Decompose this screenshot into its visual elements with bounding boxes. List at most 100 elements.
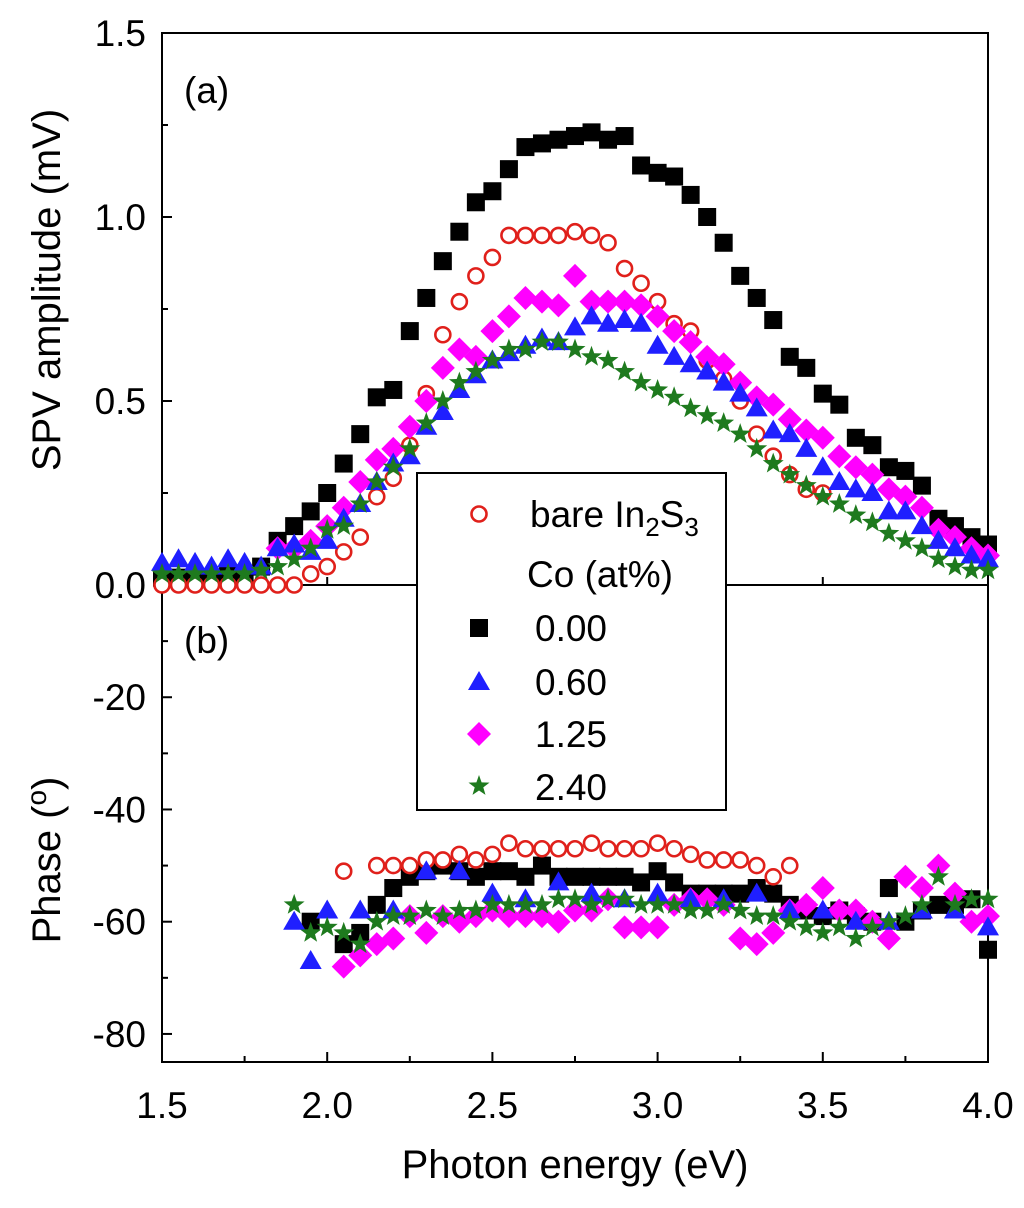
- data-point: [929, 895, 948, 914]
- data-point: [515, 338, 536, 359]
- data-point: [648, 834, 667, 852]
- data-point: [663, 386, 685, 407]
- y-tick-label-bottom: -80: [93, 1014, 146, 1055]
- series-a-1.25: [265, 263, 1000, 568]
- data-point: [533, 226, 551, 245]
- data-point: [483, 845, 502, 864]
- data-point: [450, 845, 469, 864]
- data-point: [662, 319, 687, 344]
- data-point: [612, 289, 637, 314]
- data-point: [533, 839, 551, 858]
- data-point: [364, 447, 389, 472]
- data-point: [434, 851, 452, 869]
- data-point: [450, 222, 469, 241]
- data-point: [579, 289, 604, 314]
- data-point: [747, 856, 766, 875]
- data-point: [564, 316, 586, 336]
- data-point: [483, 248, 502, 267]
- data-point: [151, 563, 173, 583]
- data-point: [845, 927, 867, 948]
- data-point: [597, 888, 619, 909]
- data-point: [367, 487, 386, 506]
- legend-label-0: 0.00: [535, 608, 607, 649]
- data-point: [729, 899, 751, 920]
- data-point: [698, 208, 717, 226]
- data-point: [434, 325, 452, 344]
- data-point: [334, 543, 353, 561]
- data-point: [382, 905, 404, 925]
- data-point: [581, 893, 602, 914]
- data-point: [516, 839, 535, 858]
- data-point: [549, 839, 568, 858]
- data-point: [233, 551, 256, 571]
- data-point: [863, 436, 882, 455]
- data-point: [681, 185, 700, 204]
- data-point: [217, 548, 240, 568]
- data-point: [810, 876, 835, 901]
- data-point: [398, 445, 421, 465]
- data-point: [696, 360, 719, 380]
- data-point: [349, 933, 371, 954]
- data-point: [944, 555, 966, 576]
- data-point: [846, 428, 865, 447]
- data-point: [513, 285, 538, 310]
- data-point: [546, 293, 571, 318]
- data-point: [496, 304, 521, 329]
- data-point: [481, 882, 504, 902]
- y-tick-label-top: 0.5: [95, 381, 146, 422]
- data-point: [977, 548, 999, 568]
- data-point: [467, 267, 485, 285]
- data-point: [432, 905, 454, 925]
- data-point: [498, 338, 520, 359]
- data-point: [876, 926, 901, 951]
- data-point: [546, 909, 571, 934]
- data-point: [283, 548, 305, 569]
- data-point: [597, 312, 620, 332]
- data-point: [714, 851, 733, 869]
- data-point: [582, 867, 601, 886]
- data-point: [779, 910, 801, 931]
- data-point: [481, 893, 503, 914]
- data-point: [316, 916, 338, 937]
- data-point: [696, 404, 718, 425]
- data-point: [647, 893, 669, 914]
- data-point: [860, 462, 885, 487]
- data-point: [615, 867, 634, 886]
- data-point: [465, 899, 487, 920]
- data-point: [681, 845, 700, 864]
- data-point: [878, 522, 900, 543]
- data-point: [843, 898, 868, 923]
- data-point: [433, 252, 452, 271]
- data-point: [184, 563, 206, 583]
- data-point: [467, 851, 485, 869]
- x-tick-label: 2.0: [301, 1085, 352, 1126]
- data-point: [943, 537, 966, 557]
- data-point: [827, 898, 852, 923]
- data-point: [729, 382, 752, 402]
- data-point: [630, 893, 652, 914]
- data-point: [777, 407, 802, 432]
- data-point: [498, 893, 520, 914]
- data-point: [599, 130, 618, 149]
- data-point: [761, 920, 786, 945]
- y-tick-label-top: 1.5: [95, 13, 146, 54]
- data-point: [979, 940, 997, 959]
- data-point: [910, 515, 933, 535]
- data-point: [334, 935, 353, 954]
- data-point: [894, 905, 916, 925]
- data-point: [879, 458, 898, 477]
- phase-label-suffix: ): [25, 777, 69, 790]
- data-point: [663, 345, 686, 365]
- data-point: [795, 474, 817, 495]
- data-point: [250, 559, 272, 580]
- x-axis-title: Photon energy (eV): [402, 1143, 749, 1187]
- data-point: [614, 888, 635, 909]
- series-a-0.00: [153, 123, 997, 587]
- data-point: [366, 910, 388, 931]
- data-point: [795, 916, 817, 937]
- data-point: [896, 461, 915, 480]
- data-point: [761, 392, 786, 417]
- data-point: [646, 334, 669, 354]
- legend-marker-star: [468, 775, 490, 795]
- data-point: [678, 330, 703, 355]
